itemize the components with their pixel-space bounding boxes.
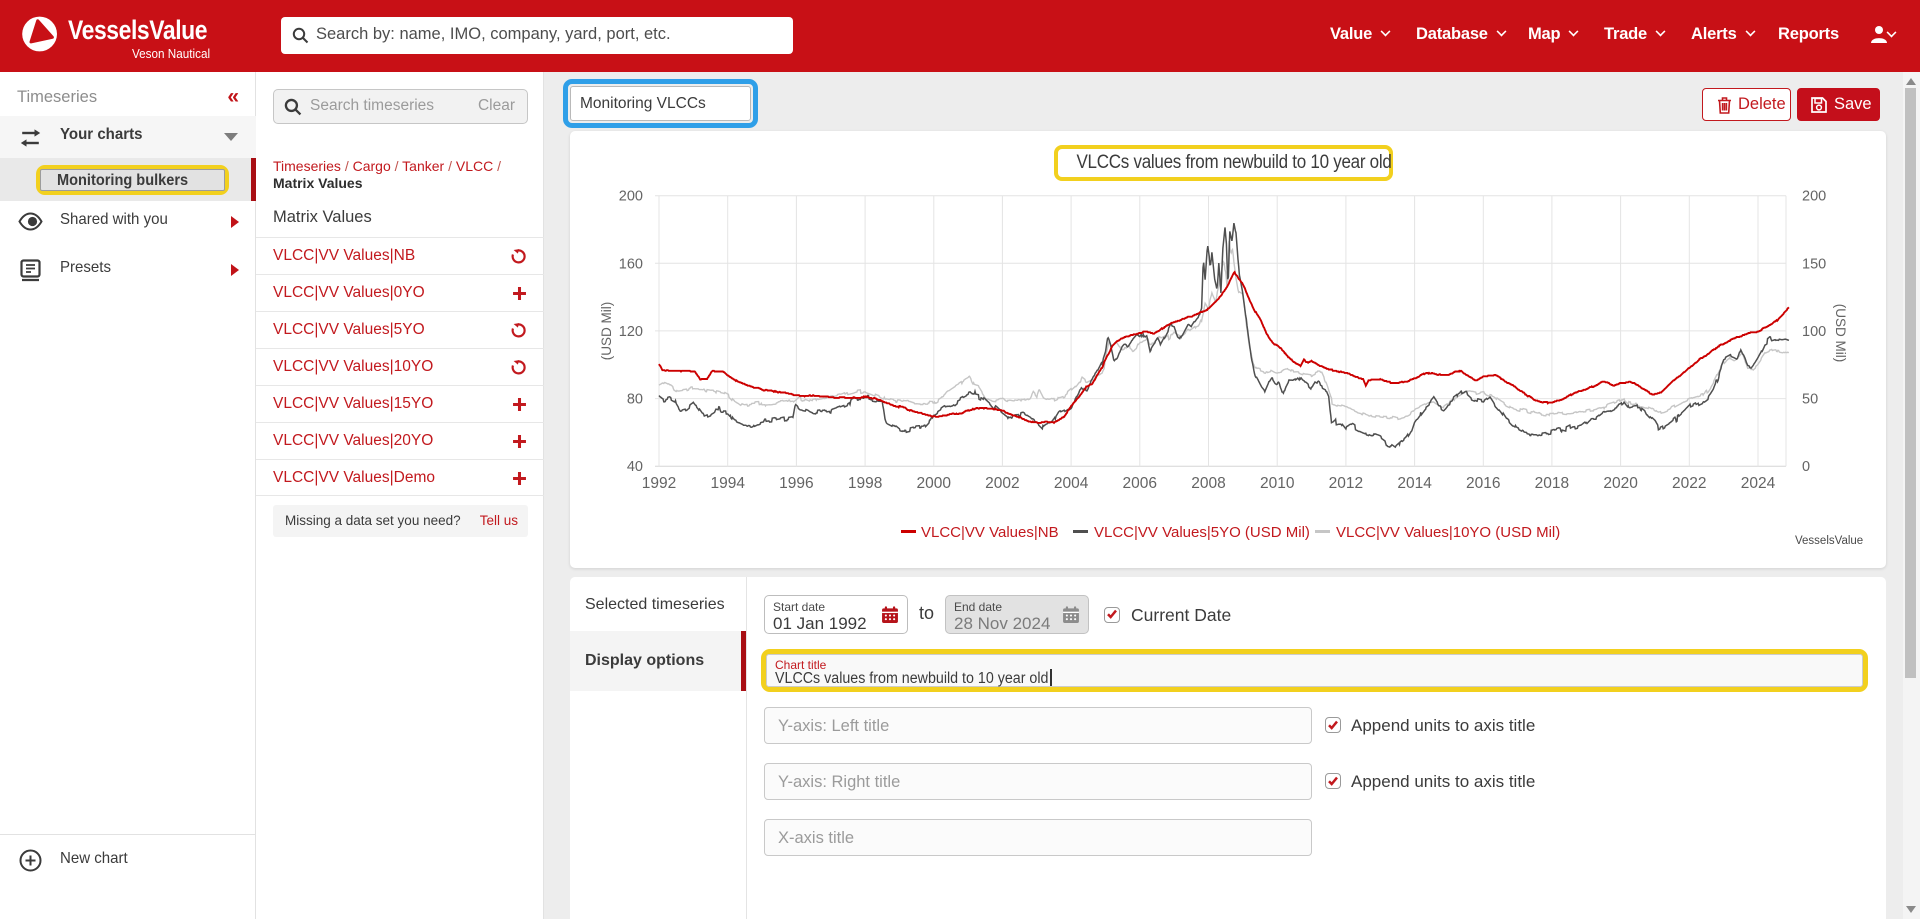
svg-text:(USD Mil): (USD Mil) bbox=[599, 302, 614, 361]
svg-text:50: 50 bbox=[1802, 392, 1818, 408]
svg-text:150: 150 bbox=[1802, 256, 1826, 272]
svg-text:2002: 2002 bbox=[985, 475, 1019, 492]
svg-text:100: 100 bbox=[1802, 324, 1826, 340]
svg-text:120: 120 bbox=[619, 324, 643, 340]
svg-text:2024: 2024 bbox=[1741, 475, 1776, 492]
svg-text:200: 200 bbox=[1802, 189, 1826, 205]
svg-text:2008: 2008 bbox=[1191, 475, 1225, 492]
svg-text:VesselsValue: VesselsValue bbox=[1795, 535, 1863, 547]
svg-text:2004: 2004 bbox=[1054, 475, 1089, 492]
svg-text:VLCC|VV Values|10YO (USD Mil): VLCC|VV Values|10YO (USD Mil) bbox=[1336, 524, 1560, 541]
svg-text:(USD Mil): (USD Mil) bbox=[1833, 304, 1848, 363]
svg-text:0: 0 bbox=[1802, 459, 1810, 475]
svg-text:40: 40 bbox=[627, 459, 643, 475]
svg-text:2010: 2010 bbox=[1260, 475, 1295, 492]
svg-text:VLCC|VV Values|5YO (USD Mil): VLCC|VV Values|5YO (USD Mil) bbox=[1094, 524, 1310, 541]
svg-text:160: 160 bbox=[619, 256, 643, 272]
svg-text:2006: 2006 bbox=[1123, 475, 1157, 492]
svg-text:80: 80 bbox=[627, 392, 643, 408]
svg-text:2000: 2000 bbox=[917, 475, 952, 492]
svg-text:2014: 2014 bbox=[1397, 475, 1432, 492]
svg-text:1994: 1994 bbox=[710, 475, 745, 492]
svg-text:2020: 2020 bbox=[1603, 475, 1638, 492]
svg-text:2018: 2018 bbox=[1535, 475, 1569, 492]
svg-text:1996: 1996 bbox=[779, 475, 813, 492]
svg-text:2012: 2012 bbox=[1329, 475, 1363, 492]
svg-text:VLCC|VV Values|NB: VLCC|VV Values|NB bbox=[921, 524, 1059, 541]
svg-text:1998: 1998 bbox=[848, 475, 882, 492]
svg-text:2022: 2022 bbox=[1672, 475, 1706, 492]
svg-text:200: 200 bbox=[619, 189, 643, 205]
svg-text:1992: 1992 bbox=[642, 475, 676, 492]
svg-text:2016: 2016 bbox=[1466, 475, 1500, 492]
